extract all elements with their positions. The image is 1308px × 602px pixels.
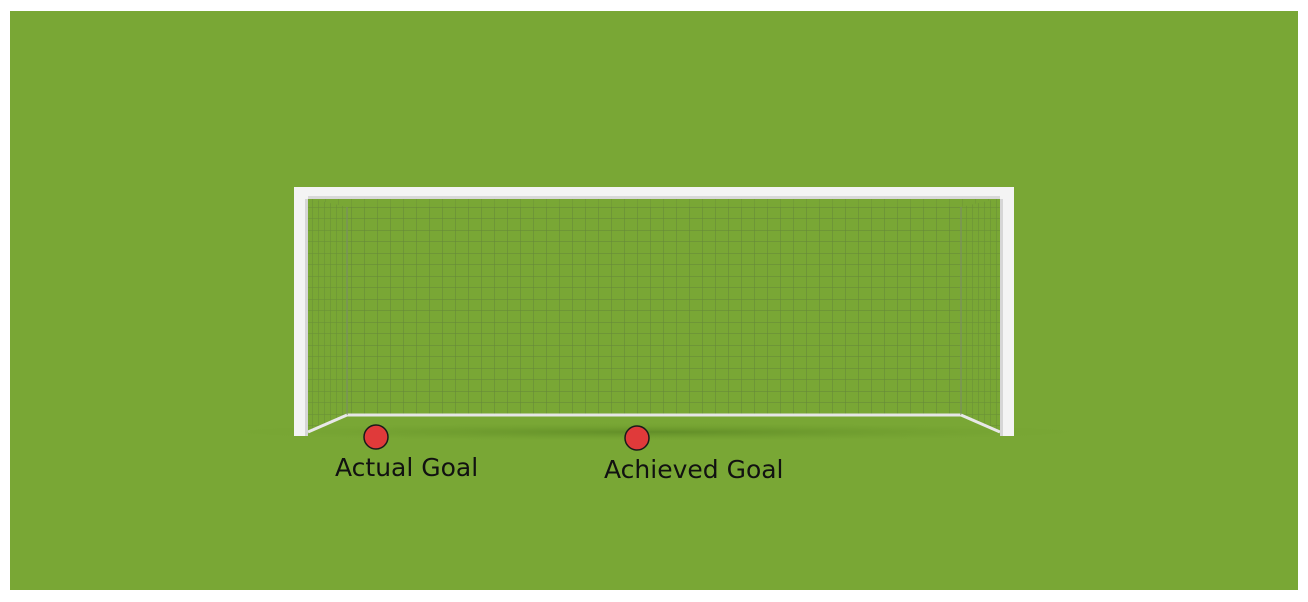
goal-net-roof (308, 198, 1000, 207)
goal-right-ground-bar (960, 413, 1001, 434)
goal-right-post-shade (1000, 199, 1003, 436)
goal-crossbar-shade (294, 196, 1014, 199)
goal-left-post (294, 187, 308, 436)
goal-net (347, 207, 961, 415)
actual-goal-label: Actual Goal (335, 453, 479, 482)
goal-right-post (1000, 187, 1014, 436)
actual-goal-marker (363, 424, 389, 450)
achieved-goal-label: Achieved Goal (604, 455, 784, 484)
goal-shadow (225, 423, 1085, 441)
achieved-goal-marker (624, 425, 650, 451)
goal-net-left-side (308, 198, 347, 432)
goal-left-ground-bar (307, 413, 348, 434)
goal-net-right-side (961, 198, 1000, 432)
goal-left-post-shade (305, 199, 308, 436)
